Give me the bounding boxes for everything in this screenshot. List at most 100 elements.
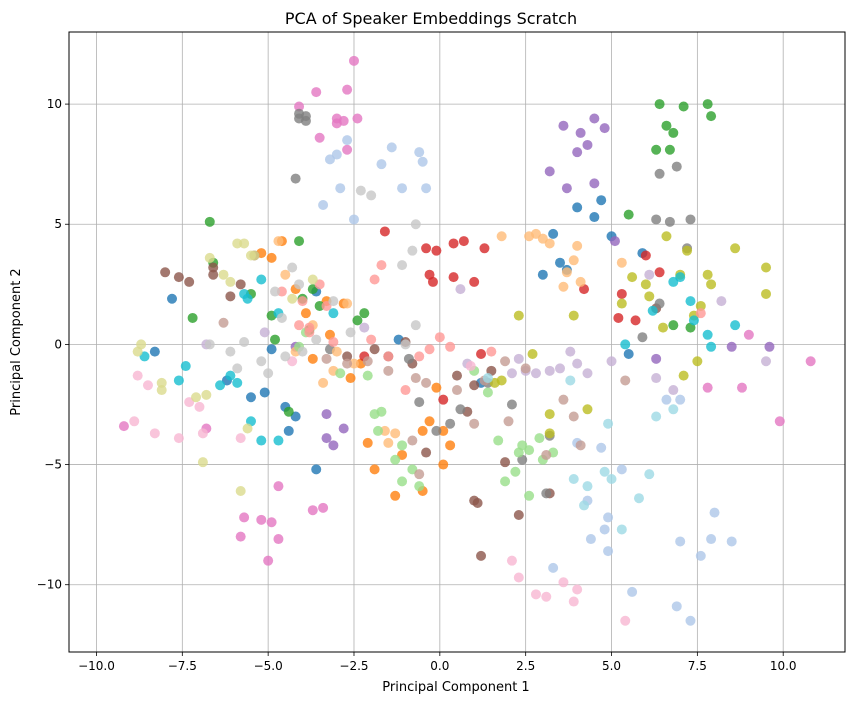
x-tick-label: −5.0: [254, 659, 283, 673]
data-point: [654, 298, 665, 309]
data-point: [654, 267, 665, 278]
data-point: [445, 341, 456, 352]
data-point: [558, 394, 569, 405]
data-point: [273, 481, 284, 492]
data-point: [239, 337, 250, 347]
data-point: [647, 305, 658, 316]
data-point: [671, 161, 682, 172]
data-point: [510, 466, 521, 477]
data-point: [706, 279, 717, 290]
data-point: [671, 601, 682, 612]
data-point: [651, 144, 662, 155]
data-point: [187, 312, 198, 323]
data-point: [561, 183, 572, 194]
data-point: [620, 375, 631, 386]
data-point: [307, 353, 318, 364]
data-point: [348, 358, 359, 369]
data-point: [575, 276, 586, 287]
data-point: [572, 584, 583, 595]
data-point: [702, 329, 713, 340]
data-point: [270, 286, 281, 297]
data-point: [256, 514, 267, 525]
data-point: [311, 87, 322, 98]
x-tick-label: 7.5: [688, 659, 707, 673]
data-point: [603, 512, 614, 523]
data-point: [397, 183, 408, 194]
data-point: [616, 298, 627, 309]
data-point: [445, 440, 456, 451]
data-point: [668, 320, 679, 331]
data-point: [644, 291, 655, 302]
data-point: [500, 356, 511, 367]
data-point: [383, 365, 394, 376]
data-point: [651, 214, 662, 225]
data-point: [300, 308, 311, 319]
data-point: [558, 281, 569, 292]
data-point: [397, 476, 408, 487]
data-point: [534, 433, 545, 444]
data-point: [184, 276, 195, 287]
data-point: [599, 123, 610, 134]
data-point: [654, 99, 665, 110]
data-point: [761, 262, 772, 273]
data-point: [640, 250, 651, 261]
data-point: [362, 356, 373, 367]
data-point: [232, 377, 243, 388]
data-point: [620, 339, 631, 350]
data-point: [730, 320, 741, 331]
data-point: [695, 308, 706, 319]
data-point: [630, 315, 641, 326]
data-point: [438, 394, 449, 405]
data-point: [307, 274, 318, 285]
data-point: [235, 279, 246, 290]
data-point: [524, 445, 535, 456]
data-point: [582, 404, 593, 415]
data-point: [658, 322, 669, 333]
data-point: [448, 238, 459, 249]
data-point: [603, 418, 614, 429]
data-point: [208, 269, 219, 280]
data-point: [328, 296, 339, 307]
data-point: [414, 351, 425, 362]
data-point: [431, 245, 442, 256]
data-point: [469, 276, 480, 287]
data-point: [544, 365, 555, 376]
data-point: [726, 536, 737, 547]
data-point: [661, 231, 672, 242]
data-point: [225, 346, 236, 357]
data-point: [675, 394, 686, 405]
data-point: [465, 361, 476, 372]
data-point: [589, 113, 600, 124]
data-point: [664, 144, 675, 155]
data-point: [589, 212, 600, 223]
y-tick-label: 5: [54, 217, 62, 231]
data-point: [273, 236, 284, 247]
data-point: [640, 279, 651, 290]
y-axis-ticks: −10 −5 0 5 10: [37, 97, 69, 592]
data-point: [270, 334, 281, 345]
data-point: [366, 334, 377, 345]
data-point: [235, 531, 246, 542]
data-point: [555, 257, 566, 268]
data-point: [273, 534, 284, 545]
data-point: [421, 243, 432, 254]
data-point: [541, 488, 552, 499]
data-point: [448, 272, 459, 283]
data-point: [328, 337, 339, 347]
data-point: [500, 476, 511, 487]
y-axis-label: Principal Component 2: [9, 268, 24, 415]
data-point: [524, 490, 535, 501]
data-point: [376, 406, 387, 417]
data-point: [695, 550, 706, 561]
x-axis-ticks: −10.0 −7.5 −5.0 −2.5 0.0 2.5 5.0 7.5 10.0: [78, 652, 797, 673]
data-point: [702, 99, 713, 110]
data-point: [197, 428, 208, 439]
data-point: [706, 111, 717, 122]
data-point: [582, 481, 593, 492]
x-tick-label: 10.0: [770, 659, 797, 673]
data-point: [256, 356, 267, 367]
data-point: [225, 291, 236, 302]
grid-lines: [69, 32, 845, 652]
data-point: [506, 399, 517, 410]
data-point: [565, 346, 576, 357]
